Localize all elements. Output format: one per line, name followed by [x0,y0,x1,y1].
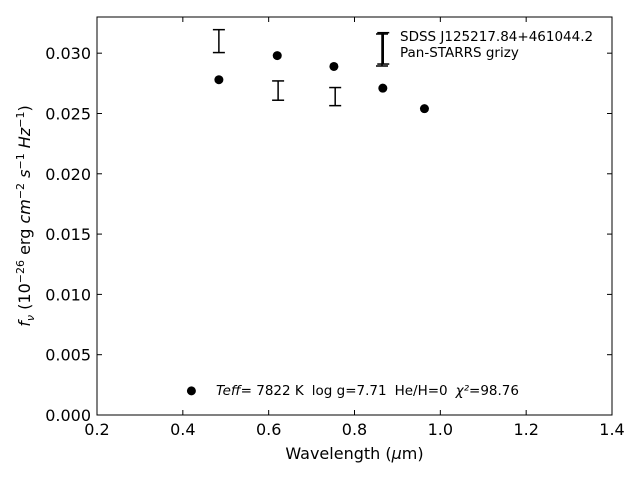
legend-series-subtitle: Pan-STARRS grizy [400,45,519,61]
errorbar-point [329,86,342,107]
model-point [378,83,388,93]
legend: SDSS J125217.84+461044.2 Pan-STARRS griz… [376,29,593,67]
errorbar-point [272,80,285,101]
chi-value: =98.76 [469,383,519,399]
y-tick-label: 0.020 [45,165,91,184]
y-axis-label: fν (10−26 erg cm−2 s−1 Hz−1) [14,105,37,326]
chi-label: χ² [455,383,470,399]
x-tick-label: 0.6 [256,420,281,439]
legend-series-name: SDSS J125217.84+461044.2 [400,29,593,45]
model-point [329,61,339,71]
plot-frame [96,16,613,416]
y-tick-label: 0.005 [45,346,91,365]
y-tick-label: 0.000 [45,406,91,425]
x-tick-label: 1.2 [513,420,538,439]
teff-value: = 7822 K [241,383,305,399]
x-ticks: 0.2 0.4 0.6 0.8 1.0 1.2 1.4 [84,17,625,439]
errorbar-point [212,28,225,54]
y-tick-label: 0.025 [45,104,91,123]
plot-layer [212,28,429,114]
errorbar-point [377,31,390,65]
x-tick-label: 0.4 [170,420,195,439]
logg-value: log g=7.71 [312,383,387,399]
y-tick-label: 0.015 [45,225,91,244]
x-tick-label: 0.8 [342,420,367,439]
y-ticks: 0.000 0.005 0.010 0.015 0.020 0.025 0.030 [45,44,612,425]
model-point [214,75,224,85]
model-parameters: Teff= 7822 K log g=7.71 He/H=0 χ²=98.76 [216,383,519,399]
y-tick-label: 0.010 [45,285,91,304]
teff-label: Teff [216,383,242,399]
legend-errorbar-marker [376,33,388,67]
y-tick-label: 0.030 [45,44,91,63]
x-tick-label: 1.0 [428,420,453,439]
x-axis-label: Wavelength (μm) [285,444,423,463]
x-tick-label: 1.4 [599,420,624,439]
x-tick-label: 0.2 [84,420,109,439]
model-point [419,104,429,114]
model-point [272,51,282,61]
model-annotation: Teff= 7822 K log g=7.71 He/H=0 χ²=98.76 [186,383,519,399]
legend-errorbar [376,33,388,67]
model-legend-marker [186,386,196,396]
hehh-value: He/H=0 [395,383,448,399]
